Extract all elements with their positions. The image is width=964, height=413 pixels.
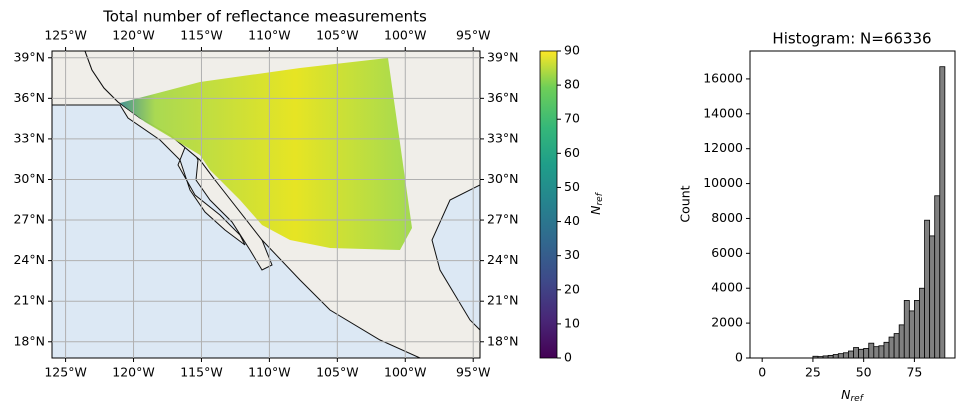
y-tick-label-right: 36°N <box>487 90 519 105</box>
y-tick-label: 18°N <box>13 333 45 348</box>
y-axis-label: Count <box>678 185 693 222</box>
bar <box>903 300 910 359</box>
y-tick-label: 39°N <box>13 49 45 64</box>
bar <box>863 348 870 359</box>
x-tick-label-top: 105°W <box>316 28 358 43</box>
y-tick-label: 6000 <box>711 245 743 260</box>
y-tick-label: 36°N <box>13 90 45 105</box>
y-tick-label-right: 21°N <box>487 293 519 308</box>
colorbar-tick-label: 80 <box>564 77 580 92</box>
bar <box>919 287 925 359</box>
x-tick-label: 95°W <box>456 365 491 380</box>
x-tick-label-top: 120°W <box>112 28 154 43</box>
colorbar-tick-label: 90 <box>564 43 580 58</box>
bar <box>837 353 844 359</box>
x-tick-label: 0 <box>758 365 766 380</box>
colorbar-tick-label: 10 <box>564 315 580 330</box>
map-title: Total number of reflectance measurements <box>102 8 427 26</box>
x-tick-label-top: 100°W <box>384 28 426 43</box>
colorbar-tick-label: 0 <box>564 350 572 365</box>
colorbar-tick-label: 70 <box>564 111 580 126</box>
x-tick-label-top: 95°W <box>456 28 491 43</box>
y-tick-label: 24°N <box>13 252 45 267</box>
bar <box>842 352 849 359</box>
y-tick-label-right: 24°N <box>487 252 519 267</box>
y-tick-label: 33°N <box>13 130 45 145</box>
bar <box>929 235 936 359</box>
bar <box>893 333 900 359</box>
colorbar-label: Nref <box>588 191 605 215</box>
bar <box>853 347 859 359</box>
x-tick-label-top: 115°W <box>180 28 222 43</box>
x-tick-label-top: 125°W <box>44 28 86 43</box>
x-tick-label: 105°W <box>316 365 358 380</box>
y-tick-label: 21°N <box>13 293 45 308</box>
map-background <box>52 51 480 358</box>
bar <box>812 355 819 359</box>
bar <box>888 336 895 359</box>
colorbar-tick-label: 50 <box>564 179 580 194</box>
bar <box>939 66 946 359</box>
map-frame <box>51 50 481 359</box>
x-tick-label: 125°W <box>44 365 86 380</box>
x-tick-label: 100°W <box>384 365 426 380</box>
y-tick-label: 0 <box>735 350 743 365</box>
bar <box>873 346 880 359</box>
x-tick-label: 75 <box>906 365 922 380</box>
colorbar-tick-label: 40 <box>564 213 580 228</box>
y-tick-label: 27°N <box>13 212 45 227</box>
bar <box>908 310 915 359</box>
colorbar <box>539 50 558 359</box>
y-tick-label: 4000 <box>711 280 743 295</box>
y-tick-label-right: 27°N <box>487 212 519 227</box>
x-tick-label: 25 <box>805 365 821 380</box>
x-tick-label: 115°W <box>180 365 222 380</box>
x-axis-label: Nref <box>841 387 865 404</box>
y-tick-label: 8000 <box>711 210 743 225</box>
y-tick-label: 12000 <box>703 140 743 155</box>
y-tick-label-right: 39°N <box>487 49 519 64</box>
x-tick-label: 120°W <box>112 365 154 380</box>
y-tick-label: 2000 <box>711 315 743 330</box>
colorbar-tick-label: 60 <box>564 145 580 160</box>
y-tick-label: 16000 <box>703 70 743 85</box>
bar <box>898 324 905 359</box>
bar <box>832 354 839 359</box>
histogram-title: Histogram: N=66336 <box>772 30 931 48</box>
bar <box>883 341 890 359</box>
y-tick-label-right: 30°N <box>487 171 519 186</box>
colorbar-tick-label: 20 <box>564 281 580 296</box>
bar <box>858 348 865 359</box>
bar <box>822 355 829 359</box>
colorbar-tick-label: 30 <box>564 247 580 262</box>
x-tick-label-top: 110°W <box>248 28 290 43</box>
bar <box>934 195 941 359</box>
bar <box>924 219 931 359</box>
x-tick-label: 110°W <box>248 365 290 380</box>
bar <box>848 350 854 359</box>
x-tick-label: 50 <box>856 365 872 380</box>
bar <box>914 300 920 359</box>
bar <box>817 356 824 359</box>
bar <box>878 345 885 359</box>
y-tick-label: 30°N <box>13 171 45 186</box>
y-tick-label: 10000 <box>703 175 743 190</box>
y-tick-label-right: 33°N <box>487 130 519 145</box>
bar <box>868 342 875 359</box>
bar <box>827 354 834 359</box>
y-tick-label: 14000 <box>703 105 743 120</box>
y-tick-label-right: 18°N <box>487 333 519 348</box>
